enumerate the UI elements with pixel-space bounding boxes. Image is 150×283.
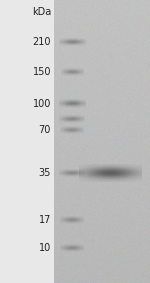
Text: 10: 10 bbox=[39, 243, 51, 253]
Bar bbox=[0, 0, 54, 283]
Text: 70: 70 bbox=[39, 125, 51, 135]
Text: 100: 100 bbox=[33, 99, 51, 109]
Text: 17: 17 bbox=[39, 215, 51, 225]
Text: 150: 150 bbox=[33, 67, 51, 77]
Text: 35: 35 bbox=[39, 168, 51, 178]
Text: 210: 210 bbox=[33, 37, 51, 47]
Text: kDa: kDa bbox=[32, 7, 51, 17]
